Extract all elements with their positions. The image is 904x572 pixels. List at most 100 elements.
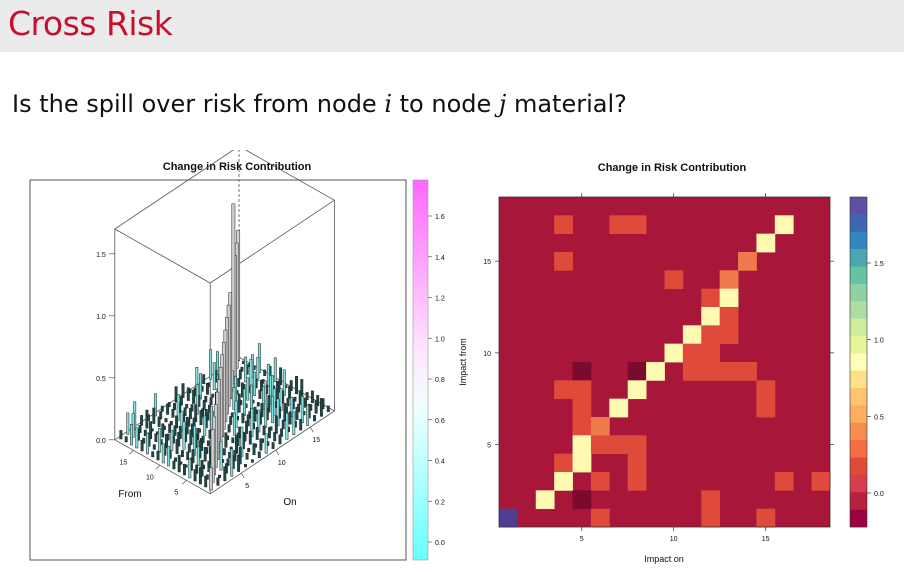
legend-tick-label: 1.5 [874,261,884,268]
bar-3d [237,378,241,387]
bar-3d [223,466,227,482]
bar-3d [276,398,280,427]
bar-3d [271,395,275,424]
heatmap-cell [572,362,592,381]
bar-3d [264,433,268,454]
bar-3d [237,454,241,472]
bar-3d [232,387,236,410]
bar-3d [306,404,310,426]
bar-3d [250,407,254,437]
legend-swatch [850,457,867,476]
bar-3d [253,406,257,422]
bar-3d [286,397,290,407]
bar-3d [171,409,175,418]
bar-3d [199,373,202,400]
heatmap-cell [590,435,610,455]
heatmap-cell [701,325,721,345]
bar-3d [290,396,294,417]
z-tick-label: 1.0 [96,314,106,321]
bar-3d [153,393,157,417]
heatmap-cell [627,362,647,381]
bar-3d [299,419,303,431]
question-var-i: i [384,90,393,118]
bar-3d [244,464,247,468]
bar-3d [188,458,192,479]
bar-3d [262,425,266,436]
legend-swatch [850,388,867,406]
bar-3d [152,444,156,450]
heatmap-cell [701,362,721,381]
bar-3d [235,435,238,454]
heatmap-cell [572,380,592,400]
from-axis-label: From [118,489,141,500]
bar-3d [249,359,253,386]
bar-3d [191,449,195,464]
bar-3d [183,407,187,417]
colorbar-tick-label: 0.6 [435,418,445,425]
heatmap-cell [682,362,702,381]
bar-3d [218,474,221,479]
bar-3d [202,374,206,385]
bar-3d [246,414,250,427]
bar-3d [145,433,149,455]
legend-tick-label: 0.5 [874,414,884,421]
on-tick-mark [275,449,280,456]
bar-3d [177,454,181,473]
bar-3d [222,448,226,456]
heatmap-cell [756,233,776,253]
bar-3d [126,412,130,435]
bar-3d [152,407,156,424]
heatmap-cell [774,215,794,235]
bar-3d [188,408,192,420]
legend-swatch [850,440,867,458]
bar-3d [195,464,199,474]
heatmap-cell [701,288,721,308]
bar-3d [145,409,149,429]
bar-3d [207,461,211,473]
on-axis: 5 10 15 [240,426,320,490]
right-heatmap: Change in Risk Contribution 5 10 15 5 10 15 I… [458,162,884,564]
bar-3d [195,384,199,415]
on-tick-label: 15 [312,437,320,444]
bar-3d [192,389,196,404]
bar-3d [204,475,208,488]
heatmap-ylabel: Impact from [458,338,468,386]
bar-3d [246,377,250,401]
heatmap-cell [554,472,573,491]
heatmap-cell [627,453,647,473]
legend-swatch [850,474,867,493]
bar-3d [168,423,172,433]
bar-3d [169,420,173,426]
y-tick-label: 10 [483,351,491,358]
box-edge [209,410,335,495]
on-tick-label: 10 [278,460,286,467]
heatmap-cell [756,398,776,418]
legend-swatch [850,370,867,389]
bar-3d [175,439,179,455]
bar-3d [119,430,123,440]
bar-3d [241,413,245,424]
colorbar-tick-label: 0.0 [435,540,445,547]
legend-swatch [850,509,867,528]
bar-3d [269,374,272,405]
bar-3d [182,421,186,450]
bar-3d [193,425,197,456]
bar-3d [260,403,264,418]
bar-3d [176,394,180,421]
bar-3d [245,420,249,434]
legend-swatch [850,335,867,354]
bar-3d [138,425,142,434]
bar-3d [185,403,189,409]
bar-3d [164,418,168,423]
heatmap-cell [719,325,739,345]
bar-3d [300,395,304,423]
bar-3d [319,398,323,417]
heatmap-cell [701,343,721,363]
bar-3d [156,450,160,461]
heatmap-cell [664,270,684,290]
bars-3d [119,203,330,491]
bar-3d [267,427,271,439]
bar-3d [227,424,231,433]
bar-3d [180,410,184,432]
heatmap-cell [627,435,647,455]
